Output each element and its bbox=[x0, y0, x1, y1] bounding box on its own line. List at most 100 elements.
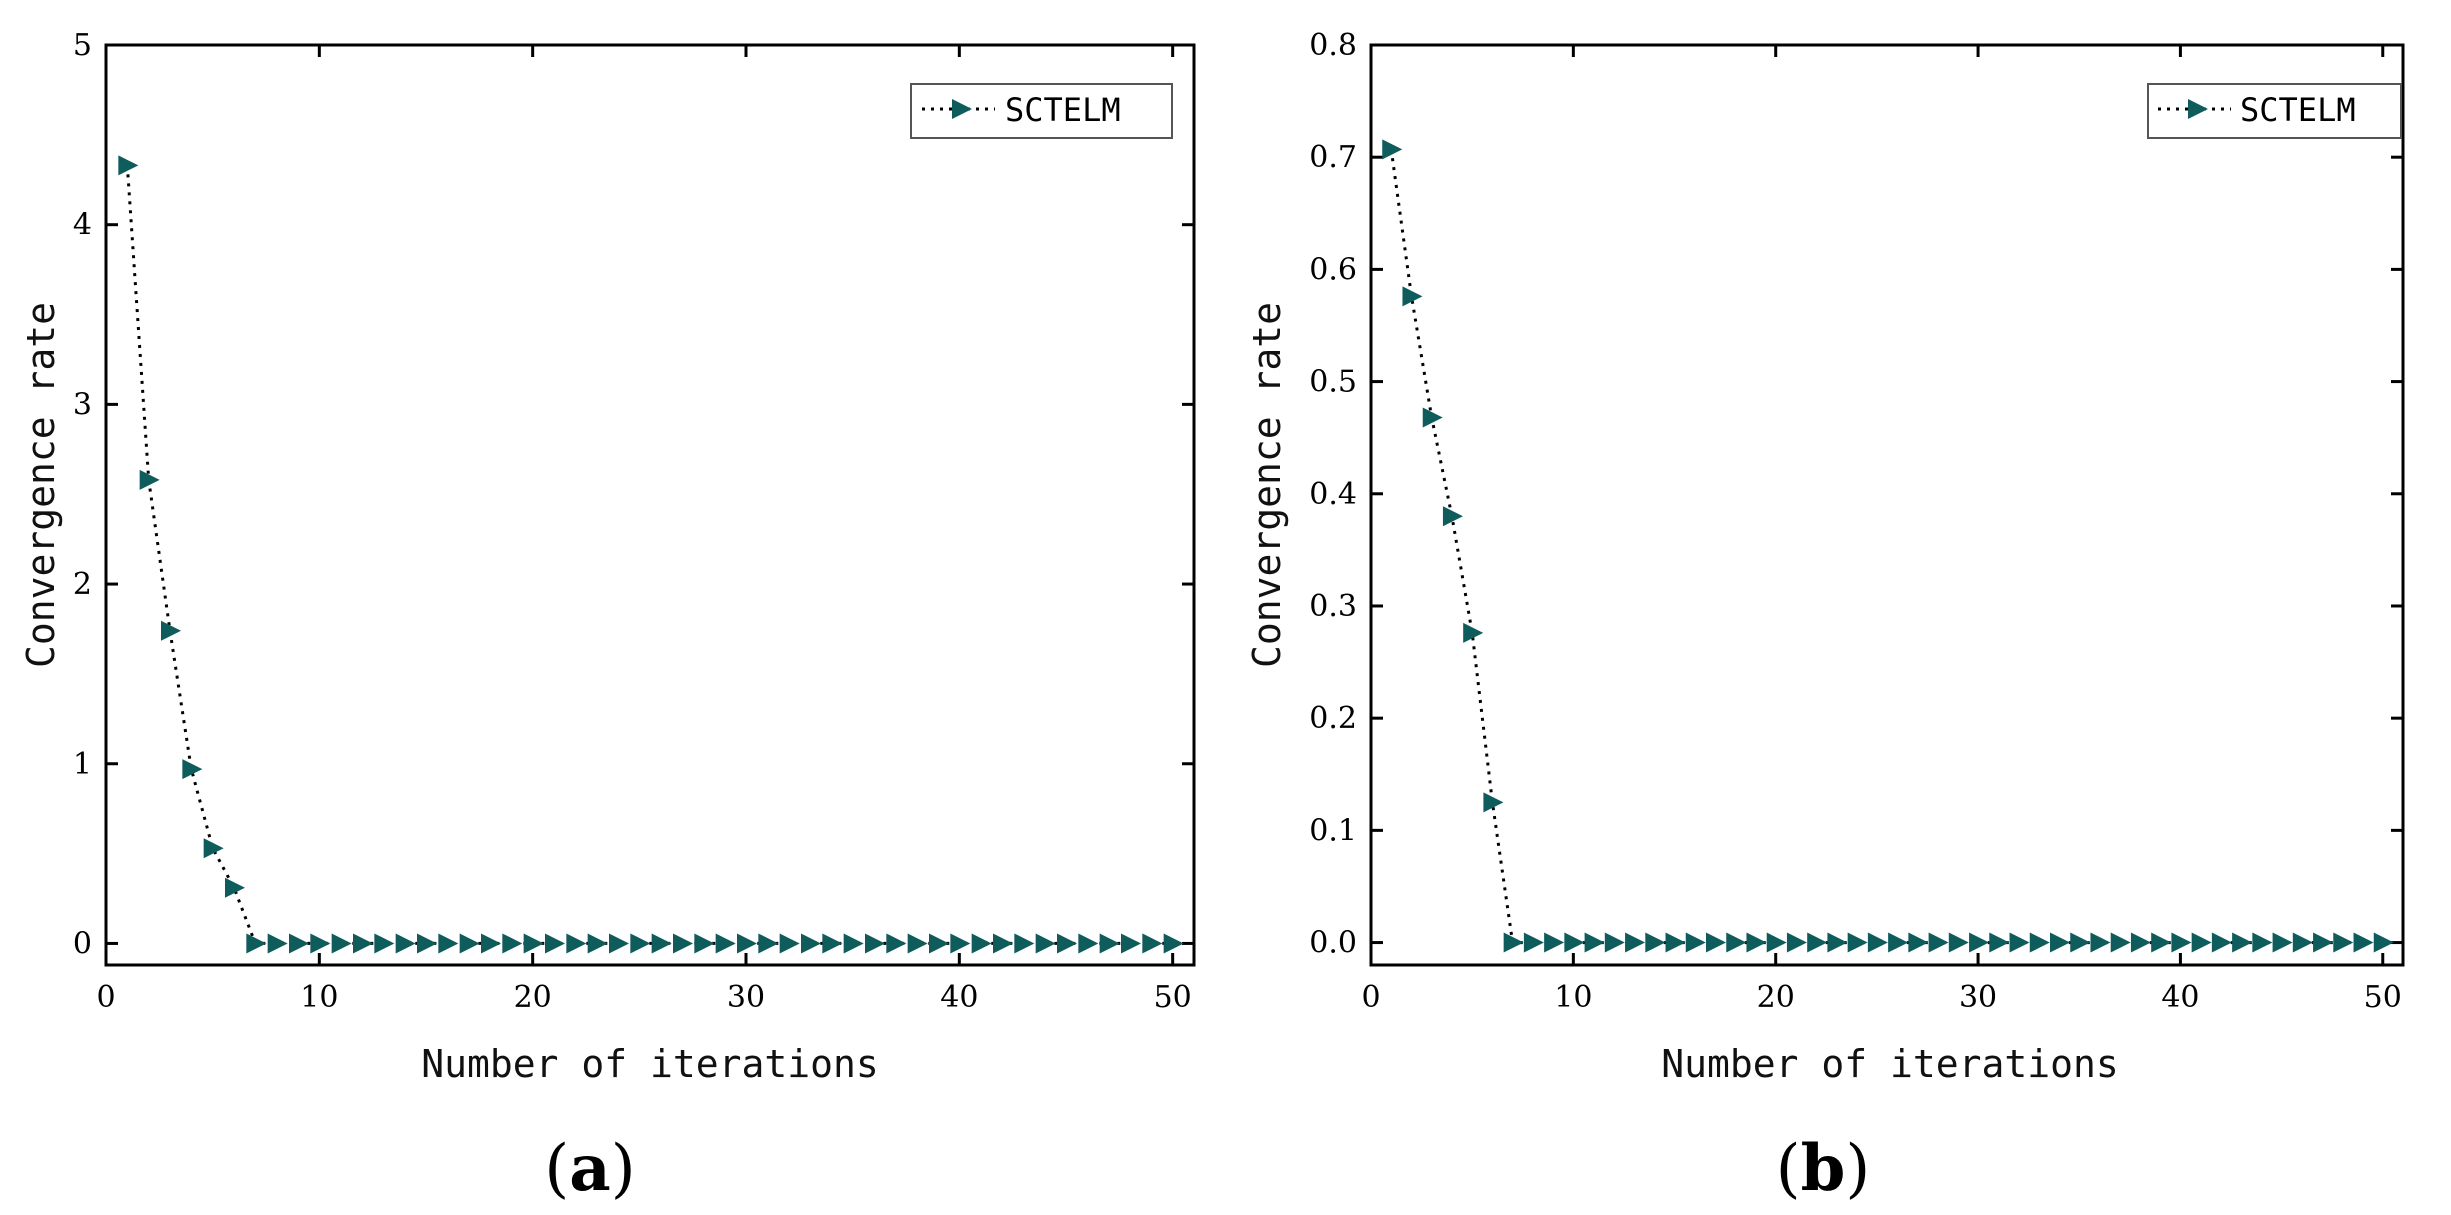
panel-label-b: (b) bbox=[1776, 1131, 1871, 1206]
data-point bbox=[950, 933, 971, 954]
data-point bbox=[1888, 932, 1909, 953]
ticks-b bbox=[1369, 43, 2403, 965]
data-point bbox=[1442, 506, 1463, 527]
legend-marker-a bbox=[952, 99, 972, 119]
data-point bbox=[1142, 933, 1163, 954]
data-point bbox=[886, 933, 907, 954]
data-point bbox=[694, 933, 715, 954]
data-point bbox=[758, 933, 779, 954]
data-point bbox=[2110, 932, 2131, 953]
data-point bbox=[1382, 139, 1403, 160]
data-point bbox=[2353, 932, 2374, 953]
y-tick-label: 0.7 bbox=[1309, 140, 1357, 175]
data-point bbox=[1706, 932, 1726, 953]
series-line bbox=[125, 165, 1173, 945]
data-point bbox=[1099, 933, 1120, 954]
data-point bbox=[1584, 932, 1605, 953]
x-tick-label: 20 bbox=[514, 980, 552, 1015]
data-point bbox=[779, 933, 800, 954]
x-tick-label: 20 bbox=[1757, 980, 1795, 1015]
x-tick-label: 40 bbox=[940, 980, 978, 1015]
y-axis-title-b: Convergence rate bbox=[1245, 302, 1289, 668]
chart-panel-a: 0 10 20 30 40 50 0 1 2 3 4 5 SCTELM Number of iter… bbox=[19, 28, 1196, 1206]
panel-letter-a: a bbox=[569, 1131, 610, 1206]
data-point bbox=[2050, 932, 2070, 953]
panel-letter-b: b bbox=[1801, 1131, 1846, 1206]
legend-label-a: SCTELM bbox=[1005, 91, 1121, 129]
y-tick-label: 0.3 bbox=[1309, 589, 1357, 624]
data-point bbox=[2313, 932, 2334, 953]
data-point bbox=[1665, 932, 1686, 953]
y-tick-label: 0.5 bbox=[1309, 365, 1357, 400]
data-point bbox=[1422, 407, 1443, 428]
data-point bbox=[1948, 932, 1969, 953]
data-point bbox=[481, 933, 501, 954]
x-axis-title-b: Number of iterations bbox=[1661, 1042, 2119, 1086]
data-point bbox=[1746, 932, 1767, 953]
data-point bbox=[843, 933, 864, 954]
data-point bbox=[2272, 932, 2293, 953]
data-point bbox=[971, 933, 992, 954]
x-axis-title-a: Number of iterations bbox=[421, 1042, 879, 1086]
data-point bbox=[2373, 932, 2394, 953]
y-tick-label: 0.1 bbox=[1309, 813, 1357, 848]
data-point bbox=[1121, 933, 1141, 954]
data-point bbox=[1685, 932, 1706, 953]
data-point bbox=[395, 933, 416, 954]
data-point bbox=[1014, 933, 1035, 954]
legend-a: SCTELM bbox=[910, 83, 1173, 139]
y-tick-label: 0.8 bbox=[1309, 28, 1357, 63]
y-tick-labels-a: 0 1 2 3 4 5 bbox=[73, 28, 92, 961]
x-tick-labels-b: 0 10 20 30 40 50 bbox=[1361, 980, 2401, 1015]
data-point bbox=[715, 933, 736, 954]
data-point bbox=[374, 933, 395, 954]
x-tick-label: 0 bbox=[96, 980, 115, 1015]
data-point bbox=[438, 933, 459, 954]
data-point bbox=[353, 933, 373, 954]
data-point bbox=[2009, 932, 2030, 953]
data-point bbox=[523, 933, 544, 954]
data-point bbox=[502, 933, 523, 954]
data-point bbox=[267, 933, 288, 954]
legend-label-b: SCTELM bbox=[2240, 91, 2356, 129]
data-point bbox=[1989, 932, 2010, 953]
data-point bbox=[2191, 932, 2212, 953]
x-tick-label: 10 bbox=[1554, 980, 1592, 1015]
data-point bbox=[907, 933, 928, 954]
data-point bbox=[2070, 932, 2091, 953]
data-point bbox=[1523, 932, 1544, 953]
data-point bbox=[2211, 932, 2232, 953]
data-point bbox=[1726, 932, 1747, 953]
series-sctelm-b bbox=[1382, 139, 2394, 953]
series-line bbox=[1389, 149, 2383, 945]
data-point bbox=[737, 933, 757, 954]
data-point bbox=[310, 933, 331, 954]
data-point bbox=[2232, 932, 2253, 953]
x-tick-label: 30 bbox=[1959, 980, 1997, 1015]
data-point bbox=[1645, 932, 1666, 953]
data-point bbox=[865, 933, 885, 954]
data-point bbox=[2333, 932, 2354, 953]
data-point bbox=[246, 933, 267, 954]
data-point bbox=[1163, 933, 1184, 954]
data-point bbox=[289, 933, 309, 954]
y-tick-label: 0.6 bbox=[1309, 252, 1357, 287]
panel-label-a: (a) bbox=[544, 1131, 635, 1206]
x-tick-label: 50 bbox=[2364, 980, 2402, 1015]
data-point bbox=[2029, 932, 2050, 953]
y-tick-label: 4 bbox=[73, 208, 92, 243]
data-point bbox=[545, 933, 565, 954]
data-point bbox=[2151, 932, 2172, 953]
data-point bbox=[1402, 286, 1423, 307]
data-point bbox=[203, 838, 224, 859]
data-point bbox=[651, 933, 672, 954]
ticks-a bbox=[104, 43, 1194, 965]
data-point bbox=[2090, 932, 2111, 953]
data-point bbox=[1057, 933, 1077, 954]
data-point bbox=[1463, 622, 1484, 643]
data-point bbox=[1847, 932, 1868, 953]
data-point bbox=[1786, 932, 1807, 953]
y-tick-label: 0.2 bbox=[1309, 701, 1357, 736]
y-tick-label: 0.4 bbox=[1309, 477, 1357, 512]
